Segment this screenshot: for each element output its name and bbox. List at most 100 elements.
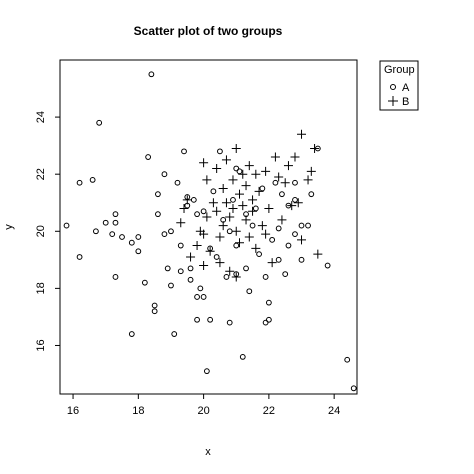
point-group-b — [221, 155, 231, 165]
point-group-b — [277, 215, 287, 225]
point-group-a — [200, 208, 207, 215]
y-tick-label: 22 — [35, 168, 47, 180]
point-group-a — [187, 276, 194, 283]
point-group-b — [179, 203, 189, 213]
point-group-b — [235, 238, 245, 248]
point-group-a — [141, 279, 148, 286]
point-group-b — [264, 203, 274, 213]
point-group-a — [292, 196, 298, 203]
legend-box — [379, 60, 419, 111]
y-axis: 16 18 20 22 24 — [35, 111, 60, 352]
point-group-a — [135, 234, 142, 240]
legend-label-a: A — [402, 82, 410, 94]
point-group-a — [292, 179, 298, 186]
point-group-b — [238, 169, 248, 179]
point-group-b — [218, 221, 228, 231]
point-group-b — [202, 212, 212, 222]
point-group-b — [251, 243, 261, 253]
point-group-a — [279, 191, 285, 198]
point-group-a — [272, 179, 279, 186]
point-group-a — [226, 319, 233, 326]
point-group-b — [310, 143, 320, 153]
point-group-b — [257, 221, 267, 231]
point-group-a — [239, 353, 246, 360]
point-group-a — [112, 211, 119, 218]
point-group-b — [228, 203, 238, 213]
point-group-a — [109, 231, 116, 238]
data-points — [63, 71, 357, 392]
point-group-b — [208, 198, 218, 208]
point-group-b — [218, 183, 228, 193]
point-group-b — [225, 266, 235, 276]
point-group-a — [262, 274, 269, 280]
point-group-a — [298, 256, 305, 263]
point-group-b — [261, 229, 271, 239]
point-group-a — [63, 222, 70, 229]
point-group-b — [261, 166, 271, 176]
point-group-a — [145, 154, 152, 160]
point-group-a — [223, 274, 230, 280]
point-group-b — [306, 166, 316, 176]
point-group-b — [186, 252, 196, 262]
point-group-b — [231, 143, 241, 153]
plot-frame — [59, 59, 358, 395]
point-group-a — [230, 196, 236, 203]
point-group-a — [324, 262, 331, 269]
point-group-b — [215, 232, 225, 242]
point-group-a — [233, 165, 240, 172]
point-group-a — [269, 236, 276, 243]
point-group-b — [199, 158, 209, 168]
point-group-b — [280, 178, 290, 188]
point-group-a — [181, 148, 187, 155]
x-axis: 16 18 20 22 24 — [67, 394, 340, 417]
point-group-a — [76, 254, 83, 260]
point-group-a — [128, 331, 135, 337]
point-group-a — [275, 256, 282, 263]
point-group-a — [102, 219, 109, 226]
point-group-a — [151, 302, 158, 309]
point-group-a — [151, 308, 158, 315]
point-group-a — [177, 242, 184, 249]
point-group-a — [243, 265, 249, 272]
point-group-b — [254, 186, 264, 196]
point-group-a — [197, 285, 204, 292]
point-group-a — [93, 228, 99, 235]
point-group-a — [168, 282, 174, 289]
point-group-b — [287, 201, 297, 211]
y-tick-label: 24 — [35, 111, 47, 123]
point-group-a — [135, 248, 142, 255]
legend-label-b: B — [402, 96, 409, 108]
legend-marker-b — [388, 96, 398, 106]
point-group-a — [344, 356, 351, 363]
point-group-b — [244, 161, 254, 171]
point-group-a — [194, 316, 200, 323]
point-group-a — [213, 254, 220, 260]
point-group-a — [112, 274, 119, 280]
point-group-a — [171, 331, 178, 337]
legend-title: Group — [384, 64, 415, 76]
point-group-a — [282, 271, 289, 278]
point-group-a — [148, 71, 155, 78]
point-group-b — [221, 198, 231, 208]
point-group-a — [350, 385, 357, 392]
point-group-b — [297, 235, 307, 245]
point-group-b — [231, 272, 241, 282]
point-group-a — [161, 231, 168, 238]
y-tick-label: 20 — [35, 225, 47, 237]
point-group-b — [235, 189, 245, 199]
point-group-a — [164, 265, 171, 272]
point-group-a — [252, 205, 259, 212]
point-group-b — [212, 163, 222, 173]
point-group-a — [308, 191, 315, 198]
point-group-a — [89, 176, 96, 183]
point-group-a — [275, 225, 282, 232]
point-group-a — [112, 219, 119, 226]
point-group-b — [225, 212, 235, 222]
point-group-b — [251, 169, 261, 179]
legend: Group A B — [379, 60, 419, 111]
point-group-b — [293, 198, 303, 208]
point-group-b — [176, 218, 186, 228]
point-group-a — [161, 171, 168, 178]
point-group-b — [199, 261, 209, 271]
point-group-a — [233, 242, 240, 249]
